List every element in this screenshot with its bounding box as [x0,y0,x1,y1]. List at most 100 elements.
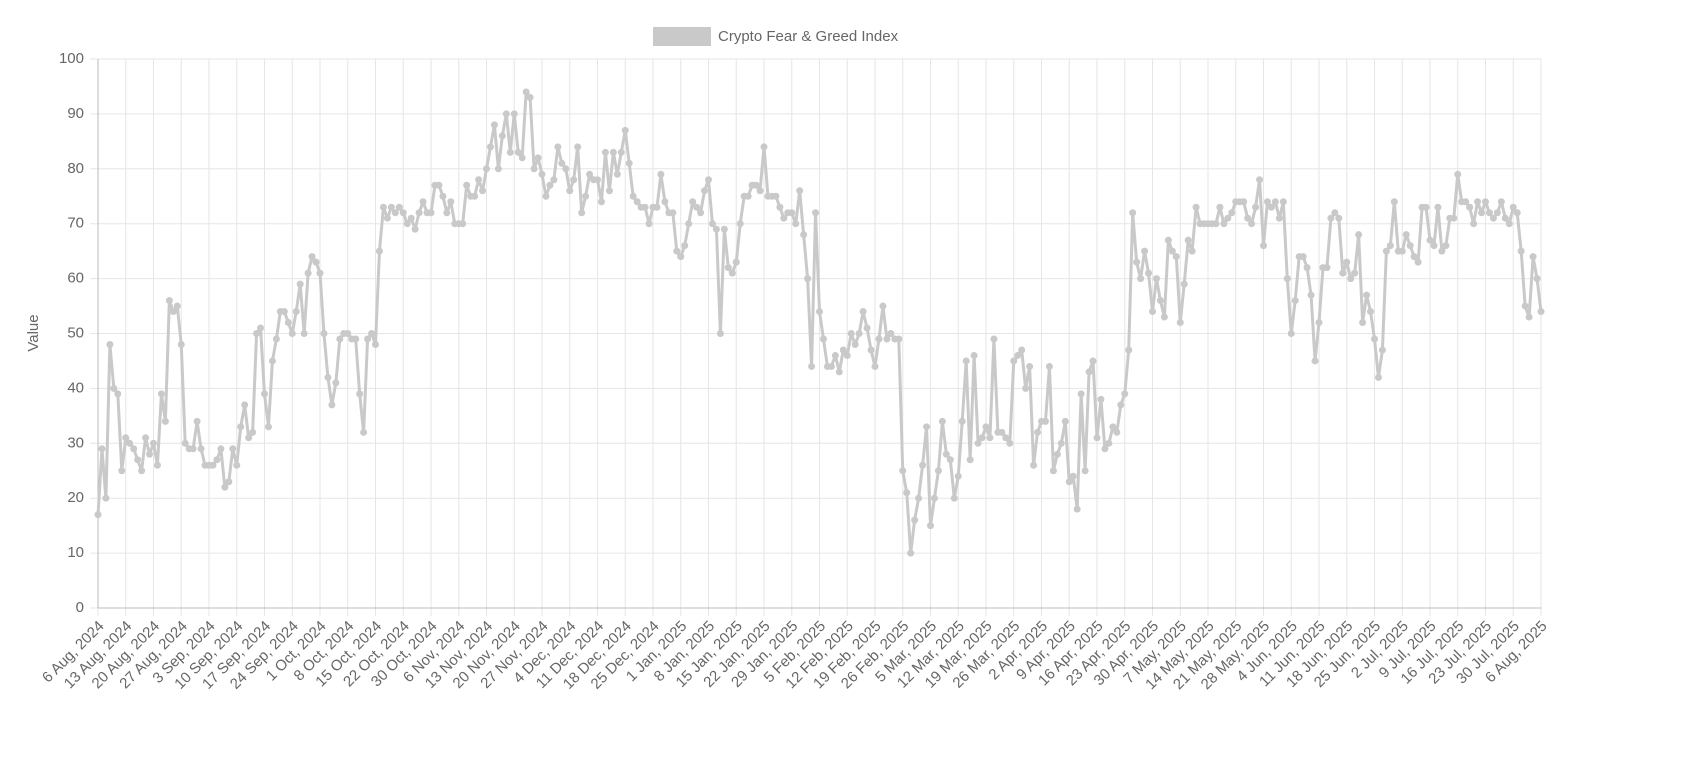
data-point [1129,209,1137,217]
data-point [134,456,142,464]
data-point [712,225,720,233]
data-point [1359,319,1367,327]
data-point [1307,291,1315,299]
data-point [1497,198,1505,206]
data-point [1378,346,1386,354]
data-point [1485,209,1493,217]
data-point [950,494,958,502]
data-point [847,330,855,337]
data-point [1220,220,1228,228]
data-point [720,225,728,233]
data-point [1176,319,1184,327]
data-point [1462,198,1470,206]
data-point [272,335,280,343]
data-point [919,461,927,469]
data-point [1303,264,1311,272]
data-point [621,126,629,134]
data-point [237,423,245,431]
legend-swatch [653,27,711,46]
data-point [221,483,229,491]
data-point [1212,220,1220,228]
data-point [1386,242,1394,250]
data-point [1152,275,1160,283]
data-point [1410,253,1418,261]
data-point [415,209,423,217]
data-point [1347,275,1355,283]
data-point [1137,275,1145,283]
data-point [356,390,364,398]
data-point [257,324,265,332]
data-point [546,181,554,189]
data-point [217,445,225,453]
data-point [471,192,479,200]
data-point [792,220,800,228]
data-point [490,121,498,129]
y-tick-label: 0 [76,599,84,616]
data-point [883,335,891,343]
data-point [1061,417,1069,425]
data-point [871,362,879,370]
data-point [708,220,716,228]
data-point [308,253,316,261]
data-point [1331,209,1339,217]
data-point [1533,275,1541,283]
data-point [498,132,506,140]
data-point [887,330,895,337]
data-point [118,467,126,475]
data-point [645,220,653,228]
data-point [1450,214,1458,222]
data-point [705,176,712,184]
data-point [1355,231,1363,239]
y-tick-label: 80 [67,160,84,177]
data-point [566,187,574,195]
data-point [736,220,744,228]
y-tick-label: 20 [67,489,84,506]
data-point [899,467,907,475]
data-point [903,489,911,497]
data-point [387,203,395,211]
data-point [1517,247,1525,255]
data-point [1022,384,1030,392]
data-point [1164,236,1172,244]
data-point [1089,357,1097,365]
data-point [1474,198,1482,206]
data-point [1244,214,1252,222]
data-point [1489,214,1497,222]
data-point [1398,247,1406,255]
data-point [443,209,451,217]
data-point [530,165,538,173]
data-point [558,159,566,167]
data-point [264,423,272,431]
data-point [1426,236,1434,244]
data-point [332,379,340,387]
data-point [760,143,768,151]
data-point [776,203,784,211]
data-point [601,148,609,156]
data-point [1299,253,1307,261]
data-point [970,351,978,359]
data-point [229,445,237,453]
data-point [812,209,820,217]
data-point [233,461,241,469]
data-point [522,88,530,96]
data-point [895,335,903,343]
data-point [1018,346,1026,354]
data-point [1267,203,1275,211]
data-point [1283,275,1291,283]
data-point [907,549,915,557]
data-point [1287,330,1295,337]
data-point [1422,203,1430,211]
data-point [284,319,292,327]
data-point [249,428,257,436]
data-point [1156,297,1164,305]
data-point [399,209,407,217]
data-point [974,439,982,447]
data-point [1505,220,1513,228]
data-point [831,351,839,359]
data-point [938,417,946,425]
data-point [1057,439,1065,447]
data-point [578,209,586,217]
data-point [1049,467,1057,475]
data-point [403,220,411,228]
